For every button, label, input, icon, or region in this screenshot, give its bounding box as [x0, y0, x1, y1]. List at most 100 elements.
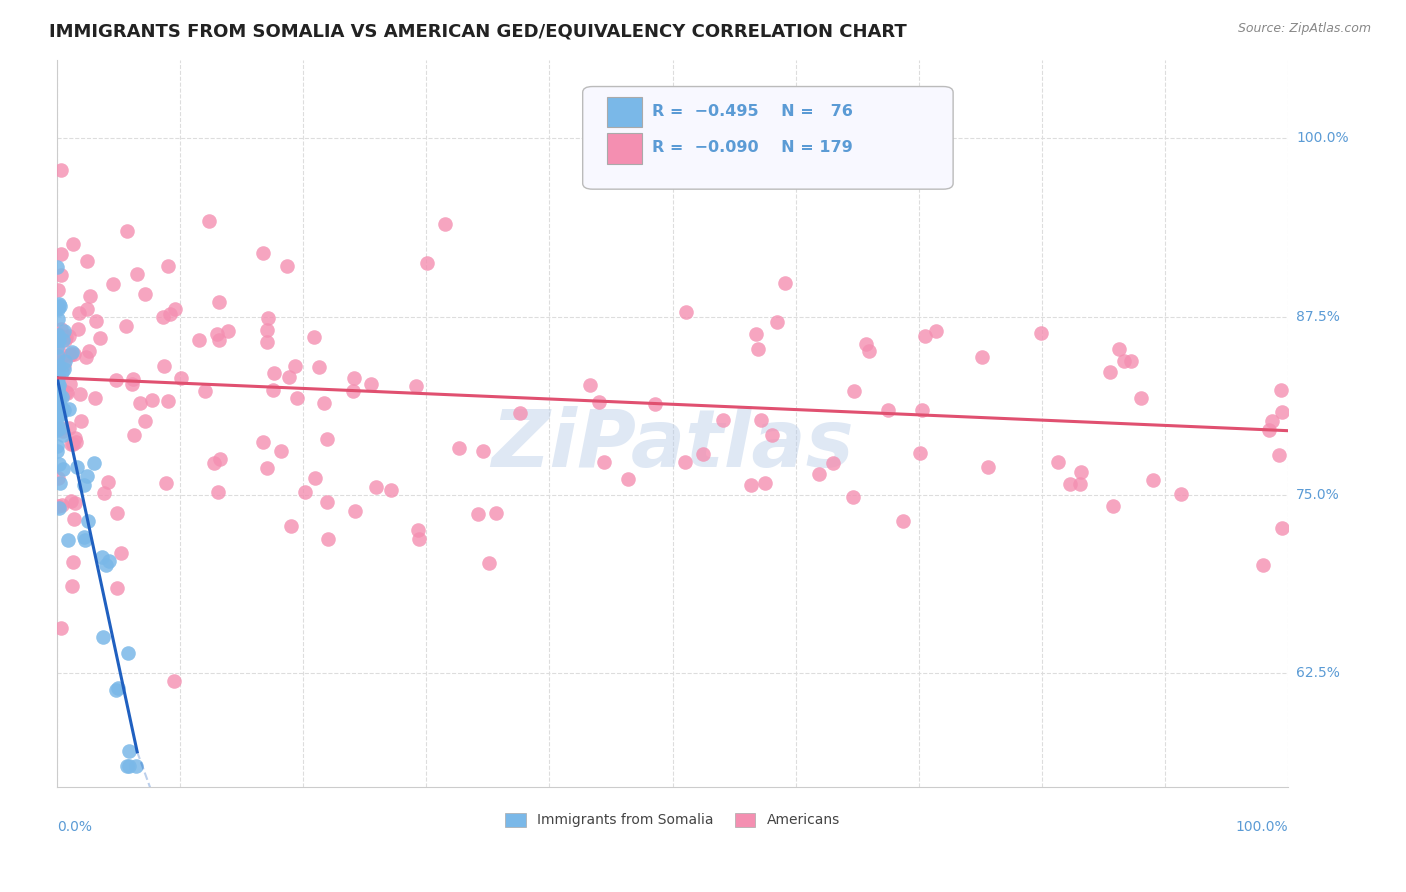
Point — [63, 496, 86, 510]
Text: 87.5%: 87.5% — [1296, 310, 1340, 324]
Point — [101, 277, 124, 291]
Point — [162, 673, 184, 688]
Point — [163, 302, 186, 317]
Point — [134, 414, 156, 428]
Point — [51, 365, 73, 379]
Point — [48, 470, 70, 484]
Point — [46, 409, 69, 423]
Point — [46, 360, 69, 375]
Point — [53, 354, 76, 368]
Point — [73, 533, 96, 547]
Point — [60, 346, 83, 360]
Point — [48, 378, 70, 392]
Point — [207, 484, 229, 499]
Point — [416, 255, 439, 269]
Point — [471, 443, 494, 458]
Point — [360, 377, 382, 392]
Point — [53, 333, 76, 347]
Text: Source: ZipAtlas.com: Source: ZipAtlas.com — [1237, 22, 1371, 36]
Point — [1108, 343, 1130, 357]
Point — [65, 431, 87, 445]
Point — [198, 214, 221, 228]
Point — [270, 444, 292, 458]
Point — [48, 500, 70, 515]
Point — [51, 401, 73, 415]
Point — [52, 462, 75, 476]
Point — [157, 259, 180, 273]
Point — [141, 392, 163, 407]
Point — [315, 433, 337, 447]
Point — [63, 347, 86, 361]
Point — [49, 355, 72, 369]
Point — [51, 404, 73, 418]
Point — [1059, 477, 1081, 491]
Point — [747, 342, 769, 356]
Point — [1267, 448, 1289, 462]
Point — [46, 398, 69, 412]
Point — [408, 523, 430, 537]
Point — [125, 759, 148, 773]
Point — [46, 408, 69, 422]
Point — [58, 421, 80, 435]
Point — [257, 311, 280, 326]
Point — [51, 382, 73, 396]
Point — [115, 224, 138, 238]
Point — [1102, 499, 1125, 513]
Point — [76, 253, 98, 268]
Point — [118, 759, 141, 773]
Point — [46, 376, 69, 391]
Point — [48, 326, 70, 341]
Point — [46, 386, 69, 401]
Point — [380, 483, 402, 497]
Text: 62.5%: 62.5% — [1296, 666, 1340, 681]
Point — [304, 470, 326, 484]
Point — [1119, 353, 1142, 368]
Point — [49, 621, 72, 635]
Point — [121, 372, 143, 386]
Point — [46, 391, 69, 405]
Point — [69, 387, 91, 401]
Point — [65, 435, 87, 450]
Point — [46, 368, 69, 383]
Point — [1046, 454, 1069, 468]
Point — [60, 579, 83, 593]
Point — [55, 385, 77, 400]
Point — [970, 351, 993, 365]
Point — [46, 400, 69, 414]
Point — [1029, 326, 1052, 340]
Point — [46, 334, 69, 348]
Point — [1261, 414, 1284, 428]
Point — [46, 382, 69, 396]
Point — [773, 276, 796, 290]
Point — [129, 396, 152, 410]
Point — [761, 428, 783, 442]
Point — [433, 217, 456, 231]
Point — [308, 359, 330, 374]
Point — [1270, 383, 1292, 397]
Point — [96, 475, 118, 489]
Point — [63, 512, 86, 526]
Point — [284, 359, 307, 374]
Point — [202, 456, 225, 470]
Point — [46, 371, 69, 385]
Point — [578, 378, 600, 392]
Point — [46, 327, 69, 342]
Point — [48, 333, 70, 347]
Point — [1251, 558, 1274, 573]
Point — [104, 373, 127, 387]
Point — [908, 446, 931, 460]
Point — [70, 415, 93, 429]
Point — [79, 289, 101, 303]
Point — [49, 247, 72, 261]
Point — [125, 268, 148, 282]
Point — [62, 437, 84, 451]
Point — [52, 402, 75, 417]
Point — [62, 555, 84, 569]
Point — [217, 324, 239, 338]
Point — [46, 350, 69, 364]
Point — [1070, 466, 1092, 480]
Point — [91, 549, 114, 564]
FancyBboxPatch shape — [607, 133, 641, 164]
Point — [83, 456, 105, 470]
Point — [1271, 405, 1294, 419]
